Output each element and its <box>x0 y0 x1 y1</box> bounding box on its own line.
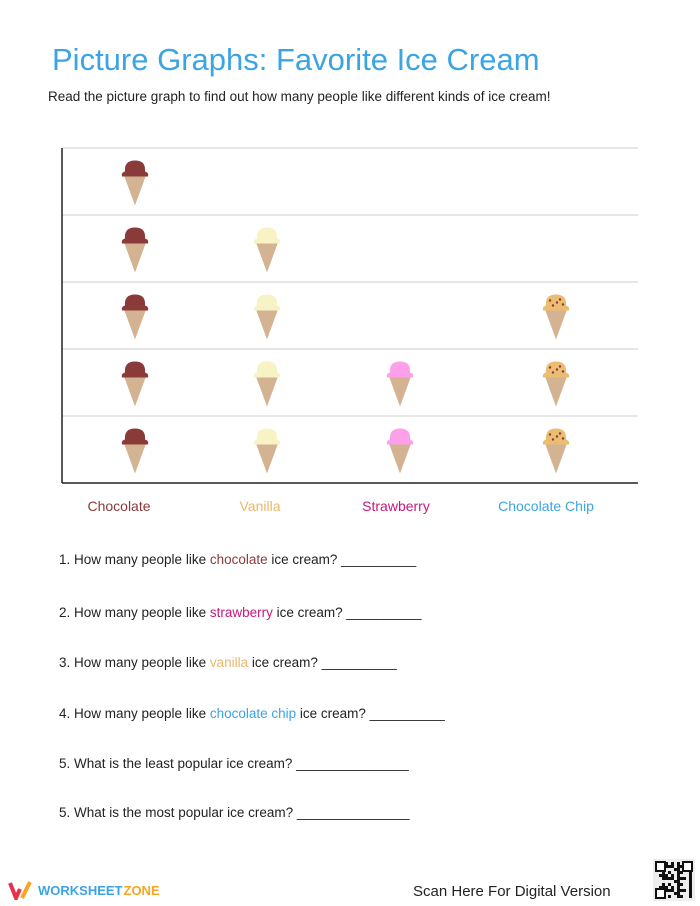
answer-blank[interactable]: ice cream? __________ <box>296 706 445 721</box>
ice-cream-icon <box>121 361 149 407</box>
ice-cream-icon <box>253 227 281 273</box>
question-keyword: vanilla <box>209 655 249 670</box>
category-label: Vanilla <box>240 498 281 514</box>
question-2: 2. How many people like strawberry ice c… <box>59 605 421 620</box>
question-text: 5. What is the most popular ice cream? _… <box>59 805 410 820</box>
ice-cream-icon <box>253 361 281 407</box>
scan-caption: Scan Here For Digital Version <box>413 883 611 900</box>
question-text: 1. How many people like <box>59 552 210 567</box>
category-label: Strawberry <box>362 498 430 514</box>
answer-blank[interactable]: ice cream? __________ <box>272 605 422 620</box>
page-subtitle: Read the picture graph to find out how m… <box>48 89 551 104</box>
worksheet-zone-logo: WORKSHEET ZONE <box>8 880 160 900</box>
question-text: 4. How many people like <box>59 706 210 721</box>
question-1: 1. How many people like chocolate ice cr… <box>59 552 416 567</box>
picture-graph: Chocolate Vanilla Strawberry Chocolate Chip <box>61 147 638 514</box>
category-label: Chocolate <box>87 498 150 514</box>
page-title: Picture Graphs: Favorite Ice Cream <box>52 42 540 77</box>
question-keyword: chocolate chip <box>209 706 297 721</box>
category-label: Chocolate Chip <box>498 498 594 514</box>
question-6: 5. What is the most popular ice cream? _… <box>59 805 409 820</box>
question-text: 2. How many people like <box>59 605 210 620</box>
qr-code[interactable] <box>653 859 695 901</box>
ice-cream-icon <box>121 294 149 340</box>
ice-cream-icon <box>542 428 570 474</box>
logo-text-worksheet: WORKSHEET <box>38 882 123 898</box>
ice-cream-icon <box>121 428 149 474</box>
question-keyword: chocolate <box>209 552 268 567</box>
ice-cream-icon <box>121 227 149 273</box>
logo-icon <box>8 881 32 900</box>
ice-cream-icon <box>542 294 570 340</box>
ice-cream-icon <box>542 361 570 407</box>
ice-cream-icon <box>253 428 281 474</box>
ice-cream-icon <box>386 361 414 407</box>
ice-cream-icon <box>253 294 281 340</box>
question-3: 3. How many people like vanilla ice crea… <box>59 655 397 670</box>
answer-blank[interactable]: ice cream? __________ <box>248 655 397 670</box>
ice-cream-icon <box>121 160 149 206</box>
question-text: 3. How many people like <box>59 655 210 670</box>
question-5: 5. What is the least popular ice cream? … <box>59 756 409 771</box>
ice-cream-icon <box>386 428 414 474</box>
question-4: 4. How many people like chocolate chip i… <box>59 706 445 721</box>
question-text: 5. What is the least popular ice cream? … <box>59 756 409 771</box>
logo-text-zone: ZONE <box>123 882 160 898</box>
answer-blank[interactable]: ice cream? __________ <box>267 552 417 567</box>
question-keyword: strawberry <box>209 605 273 620</box>
